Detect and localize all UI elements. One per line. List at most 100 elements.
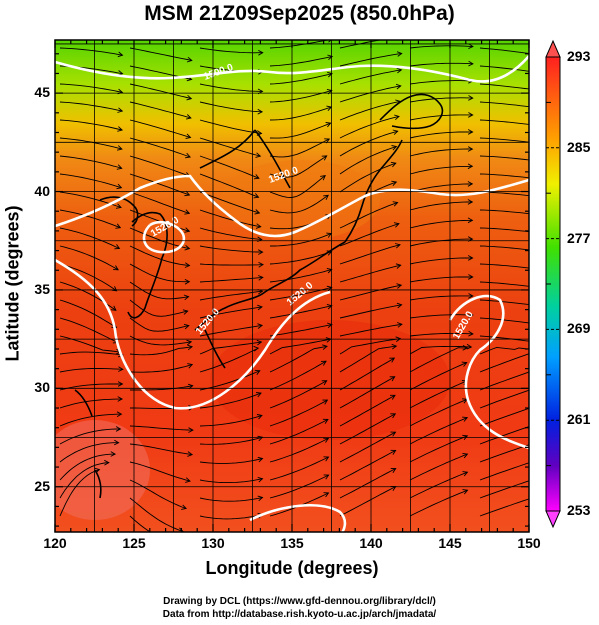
y-tick-label: 35 bbox=[34, 280, 50, 297]
streamline bbox=[129, 281, 189, 300]
streamline-arrow-icon bbox=[323, 194, 329, 200]
streamline-arrow-icon bbox=[116, 164, 123, 170]
streamline-arrow-icon bbox=[538, 52, 543, 57]
streamline bbox=[409, 45, 473, 49]
streamline-arrow-icon bbox=[255, 223, 262, 229]
streamline-arrow-icon bbox=[184, 262, 191, 268]
streamline-arrow-icon bbox=[538, 249, 543, 254]
streamline bbox=[269, 106, 332, 121]
colorbar-tick-label: 293 bbox=[567, 48, 591, 64]
streamline-arrow-icon bbox=[534, 368, 539, 373]
streamline-arrow-icon bbox=[390, 161, 397, 168]
streamline-arrow-icon bbox=[462, 471, 469, 477]
streamline bbox=[269, 194, 329, 214]
streamline bbox=[59, 335, 121, 353]
streamline-arrow-icon bbox=[185, 152, 191, 159]
streamline bbox=[269, 324, 332, 337]
streamline bbox=[199, 341, 262, 355]
streamline-arrow-icon bbox=[117, 396, 124, 402]
streamline bbox=[269, 55, 333, 67]
streamline bbox=[339, 202, 398, 229]
streamline bbox=[129, 299, 188, 317]
streamline bbox=[59, 227, 120, 249]
colorbar-tick-label: 253 bbox=[567, 502, 591, 518]
streamline-arrow-icon bbox=[184, 279, 191, 285]
streamline-arrow-icon bbox=[466, 343, 473, 350]
streamline bbox=[409, 62, 473, 67]
streamline bbox=[339, 69, 402, 85]
streamline-arrow-icon bbox=[468, 330, 474, 337]
streamline bbox=[59, 383, 123, 391]
y-tick-label: 30 bbox=[34, 379, 50, 396]
streamline bbox=[479, 191, 529, 197]
streamline bbox=[479, 317, 529, 324]
streamline-arrow-icon bbox=[534, 404, 539, 409]
streamline-arrow-icon bbox=[323, 437, 330, 443]
streamline-arrow-icon bbox=[467, 217, 474, 224]
streamline-arrow-icon bbox=[258, 275, 264, 281]
streamline bbox=[129, 83, 192, 100]
streamline-arrow-icon bbox=[327, 54, 334, 61]
streamline bbox=[199, 191, 260, 214]
streamline-arrow-icon bbox=[390, 394, 396, 400]
streamline-arrow-icon bbox=[113, 439, 120, 446]
streamline-arrow-icon bbox=[397, 322, 403, 328]
colorbar-bottom-arrow bbox=[545, 510, 561, 529]
streamline bbox=[59, 398, 123, 409]
streamline-arrow-icon bbox=[389, 357, 396, 363]
streamline bbox=[479, 227, 529, 233]
streamline bbox=[479, 209, 529, 215]
streamline bbox=[129, 479, 187, 509]
streamline bbox=[269, 138, 330, 158]
streamline bbox=[409, 148, 473, 157]
streamline bbox=[59, 317, 119, 344]
streamline-arrow-icon bbox=[184, 245, 191, 251]
streamline bbox=[409, 332, 473, 337]
streamline-arrow-icon bbox=[257, 476, 264, 483]
streamline bbox=[199, 414, 263, 427]
streamline-arrow-icon bbox=[186, 339, 193, 346]
streamline bbox=[409, 295, 473, 301]
streamline bbox=[269, 437, 329, 463]
streamline bbox=[269, 360, 327, 391]
streamline-arrow-icon bbox=[185, 133, 192, 139]
streamline-arrow-icon bbox=[462, 489, 469, 495]
streamline-arrow-icon bbox=[184, 190, 191, 197]
x-tick-label: 145 bbox=[438, 535, 462, 551]
streamline-arrow-icon bbox=[395, 263, 402, 269]
graticule bbox=[55, 40, 529, 532]
streamline bbox=[409, 435, 468, 463]
streamline bbox=[409, 131, 473, 139]
streamline-arrow-icon bbox=[257, 249, 264, 255]
streamline-arrow-icon bbox=[110, 305, 117, 311]
streamline bbox=[59, 351, 123, 356]
streamline-arrow-icon bbox=[396, 302, 403, 309]
streamline bbox=[269, 399, 328, 427]
streamline-arrow-icon bbox=[186, 94, 193, 101]
streamline bbox=[59, 119, 123, 131]
streamline bbox=[339, 284, 402, 301]
streamline-arrow-icon bbox=[117, 51, 124, 58]
streamline-arrow-icon bbox=[256, 339, 263, 346]
streamline-arrow-icon bbox=[538, 267, 543, 272]
streamline-arrow-icon bbox=[118, 366, 124, 372]
streamline bbox=[409, 257, 473, 265]
x-axis-label: Longitude (degrees) bbox=[205, 558, 379, 578]
streamline bbox=[59, 299, 117, 328]
streamline bbox=[269, 456, 329, 481]
streamline-arrow-icon bbox=[467, 199, 474, 205]
y-tick-label: 45 bbox=[34, 84, 50, 101]
streamline bbox=[339, 394, 396, 427]
streamline-arrow-icon bbox=[467, 255, 474, 261]
streamline-arrow-icon bbox=[462, 416, 469, 422]
streamline bbox=[409, 345, 472, 355]
streamline-arrow-icon bbox=[321, 155, 328, 161]
streamline bbox=[339, 244, 401, 265]
streamline bbox=[129, 317, 189, 332]
streamline-arrow-icon bbox=[116, 145, 123, 151]
streamline bbox=[269, 155, 327, 178]
streamline bbox=[339, 468, 396, 499]
streamline bbox=[339, 450, 396, 481]
streamline bbox=[59, 368, 123, 373]
streamline bbox=[269, 380, 327, 409]
